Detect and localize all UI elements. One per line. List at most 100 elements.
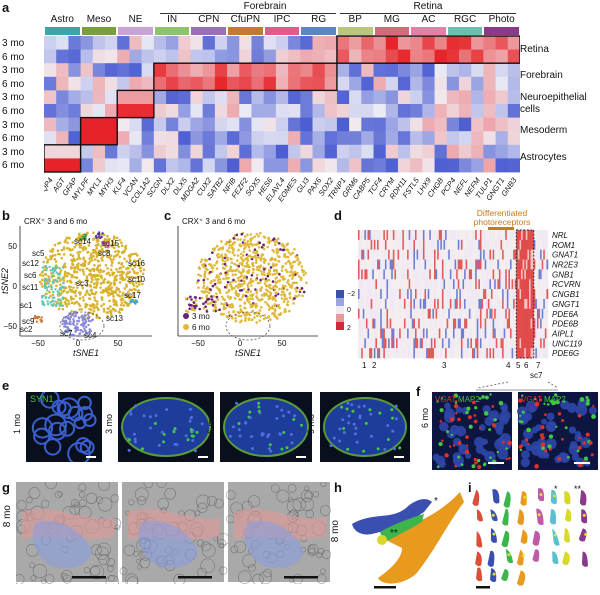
heatmap-cell <box>489 308 492 319</box>
scatter-point <box>266 274 270 278</box>
scatter-point <box>201 263 204 267</box>
heatmap-cell <box>508 230 511 241</box>
heatmap-cell <box>422 279 425 290</box>
nucleus <box>545 422 557 433</box>
synapse-dot <box>523 495 527 499</box>
heatmap-cell <box>410 158 423 173</box>
scatter-point <box>255 273 259 277</box>
scatter-point <box>65 298 69 302</box>
scatter-point <box>33 314 37 318</box>
heatmap-cell <box>532 279 535 290</box>
scatter-point <box>91 249 95 252</box>
heatmap-cell <box>141 49 155 64</box>
cell-type-color-bar <box>301 27 336 35</box>
heatmap-cell <box>403 230 406 241</box>
scatter-point <box>87 319 90 323</box>
panel-a-heatmap <box>44 35 520 173</box>
heatmap-cell <box>359 259 362 270</box>
scatter-point <box>44 278 48 282</box>
heatmap-cell <box>446 249 449 260</box>
puncta <box>592 404 595 408</box>
puncta <box>484 395 489 400</box>
scatter-point <box>111 307 115 311</box>
scatter-point <box>109 305 112 308</box>
scatter-point <box>280 265 284 269</box>
heatmap-cell <box>468 269 471 280</box>
inset-label: sc7 <box>530 371 543 380</box>
region-label-neuroepithelial: Neuroepithelial cells <box>520 92 587 115</box>
heatmap-cell <box>541 348 544 359</box>
heatmap-cell <box>507 104 520 118</box>
speckle <box>351 409 355 413</box>
heatmap-cell <box>239 117 252 132</box>
heatmap-cell <box>410 104 423 118</box>
scatter-point <box>233 234 237 238</box>
heatmap-cell <box>429 289 432 300</box>
heatmap-cell <box>386 338 389 349</box>
heatmap-cell <box>373 63 387 78</box>
heatmap-cell <box>392 259 395 270</box>
scatter-point <box>120 241 123 245</box>
scatter-point <box>273 258 277 262</box>
scatter-point <box>70 275 74 279</box>
colorbar-segment <box>336 306 344 314</box>
heatmap-cell <box>381 239 384 250</box>
heatmap-cell <box>422 63 435 78</box>
speckle <box>269 449 273 453</box>
heatmap-cell <box>495 36 509 50</box>
scatter-point <box>71 254 75 258</box>
heatmap-cell <box>429 259 432 270</box>
speckle <box>250 435 254 439</box>
speckle <box>267 447 271 451</box>
heatmap-cell <box>446 76 460 91</box>
scatter-point <box>137 264 141 268</box>
heatmap-cell <box>92 144 106 159</box>
heatmap-cell <box>56 144 69 159</box>
heatmap-cell <box>378 239 381 250</box>
scatter-point <box>134 300 137 303</box>
heatmap-cell <box>413 239 416 250</box>
heatmap-cell <box>202 104 216 118</box>
row-label: 3 mo <box>2 146 25 158</box>
em-texture <box>97 542 111 557</box>
heatmap-cell <box>397 348 400 359</box>
heatmap-cell <box>498 289 501 300</box>
heatmap-cell <box>487 289 490 300</box>
heatmap-cell <box>349 158 362 173</box>
scale-bar <box>178 576 212 579</box>
heatmap-cell <box>473 328 476 339</box>
heatmap-cell <box>497 269 500 280</box>
scatter-point <box>43 284 47 287</box>
heatmap-cell <box>403 269 406 280</box>
scatter-point <box>83 327 86 330</box>
puncta <box>557 456 562 461</box>
heatmap-cell <box>365 269 368 280</box>
scatter-point <box>71 290 75 293</box>
scatter-point <box>56 242 60 245</box>
heatmap-cell <box>479 259 482 270</box>
scatter-point <box>99 274 103 278</box>
heatmap-cell <box>400 249 403 260</box>
heatmap-cell <box>190 36 204 50</box>
scatter-point <box>284 262 288 265</box>
heatmap-cell <box>530 298 533 310</box>
heatmap-cell <box>426 249 428 260</box>
heatmap-cell <box>468 259 471 270</box>
scatter-point <box>260 286 264 289</box>
heatmap-cell <box>380 338 383 349</box>
heatmap-cell <box>437 239 440 250</box>
heatmap-cell <box>190 158 204 173</box>
heatmap-cell <box>427 348 430 359</box>
heatmap-cell <box>546 328 549 339</box>
scatter-point <box>119 277 122 280</box>
nucleus <box>574 430 582 438</box>
scatter-point <box>49 269 52 272</box>
scatter-point <box>128 270 132 274</box>
heatmap-cell <box>464 239 466 250</box>
heatmap-cell <box>457 289 460 300</box>
heatmap-cell <box>365 230 368 241</box>
heatmap-cell <box>410 269 413 280</box>
scatter-point <box>222 307 226 311</box>
heatmap-cell <box>385 117 399 132</box>
heatmap-cell <box>543 289 546 300</box>
